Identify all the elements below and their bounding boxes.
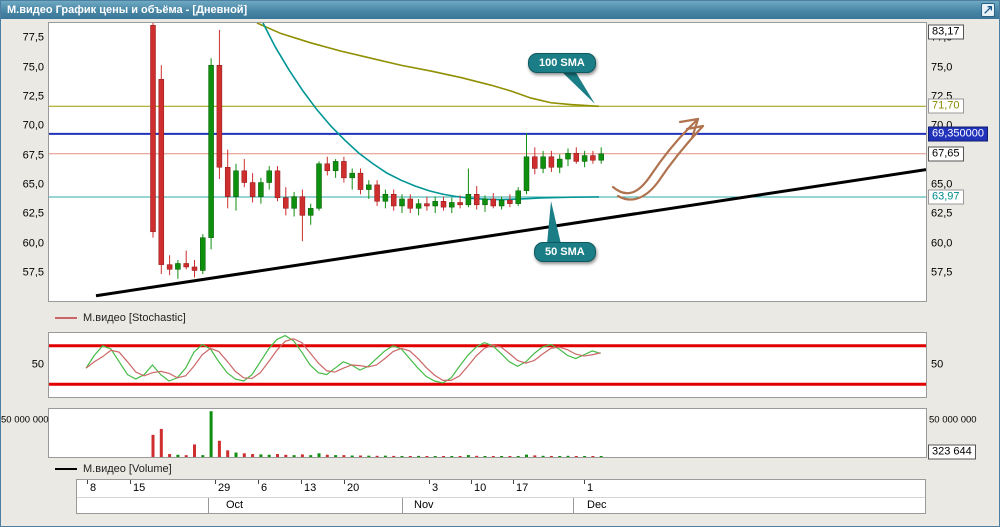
price-tick-right: 75,0 bbox=[931, 61, 953, 74]
volume-tick-left: 50 000 000 bbox=[1, 414, 49, 426]
month-label: Oct bbox=[226, 499, 244, 511]
price-tick-left: 65,0 bbox=[22, 178, 44, 191]
date-tick bbox=[215, 480, 216, 484]
chart-link-icon[interactable] bbox=[981, 3, 995, 17]
date-label: 17 bbox=[516, 482, 529, 494]
date-label: 6 bbox=[261, 482, 268, 494]
month-label: Dec bbox=[587, 499, 607, 511]
month-separator bbox=[208, 498, 209, 513]
date-label: 8 bbox=[90, 482, 97, 494]
price-tick-right: 77,5 bbox=[931, 31, 953, 44]
price-tick-left: 72,5 bbox=[22, 90, 44, 103]
price-box-label: 69,350000 bbox=[928, 126, 988, 142]
titlebar[interactable]: М.видео График цены и объёма - [Дневной] bbox=[1, 1, 999, 19]
price-tick-right: 72,5 bbox=[931, 90, 953, 103]
price-tick-right: 60,0 bbox=[931, 237, 953, 250]
price-tick-right: 62,5 bbox=[931, 207, 953, 220]
sma100-annotation[interactable]: 100 SMA bbox=[528, 53, 596, 73]
month-label: Nov bbox=[414, 499, 434, 511]
link-arrow-icon bbox=[984, 6, 992, 14]
date-axis[interactable]: 8 15 29 6 13 20 3 10 17 1 Oct Nov Dec bbox=[76, 479, 926, 514]
date-tick bbox=[87, 480, 88, 484]
price-chart-panel[interactable] bbox=[48, 22, 927, 302]
stochastic-tick-left: 50 bbox=[31, 358, 44, 371]
date-label: 1 bbox=[587, 482, 594, 494]
price-box-label: 71,70 bbox=[928, 98, 964, 114]
volume-legend-label: М.видео [Volume] bbox=[83, 463, 172, 475]
price-box-label: 83,17 bbox=[928, 24, 964, 40]
volume-panel[interactable] bbox=[48, 408, 927, 458]
date-tick bbox=[584, 480, 585, 484]
price-tick-left: 60,0 bbox=[22, 237, 44, 250]
date-label: 13 bbox=[304, 482, 317, 494]
date-label: 10 bbox=[474, 482, 487, 494]
month-separator bbox=[402, 498, 403, 513]
price-tick-right: 70,0 bbox=[931, 119, 953, 132]
price-box-label: 63,97 bbox=[928, 189, 964, 205]
date-tick bbox=[130, 480, 131, 484]
price-tick-left: 62,5 bbox=[22, 207, 44, 220]
date-label: 29 bbox=[218, 482, 231, 494]
price-tick-right: 65,0 bbox=[931, 178, 953, 191]
stochastic-tick-right: 50 bbox=[931, 358, 944, 371]
volume-value-box: 323 644 bbox=[928, 444, 976, 460]
volume-tick-right: 50 000 000 bbox=[929, 414, 977, 426]
window-title: М.видео График цены и объёма - [Дневной] bbox=[7, 4, 248, 16]
date-tick bbox=[258, 480, 259, 484]
date-label: 20 bbox=[347, 482, 360, 494]
stochastic-legend-label: М.видео [Stochastic] bbox=[83, 312, 186, 324]
stochastic-legend: М.видео [Stochastic] bbox=[55, 310, 186, 326]
price-tick-left: 67,5 bbox=[22, 149, 44, 162]
month-separator bbox=[573, 498, 574, 513]
stochastic-panel[interactable] bbox=[48, 332, 927, 398]
date-label: 15 bbox=[133, 482, 146, 494]
date-tick bbox=[301, 480, 302, 484]
price-tick-left: 75,0 bbox=[22, 61, 44, 74]
date-tick bbox=[471, 480, 472, 484]
price-tick-right: 57,5 bbox=[931, 266, 953, 279]
date-label: 3 bbox=[432, 482, 439, 494]
date-tick bbox=[429, 480, 430, 484]
volume-legend: М.видео [Volume] bbox=[55, 461, 172, 477]
price-tick-left: 70,0 bbox=[22, 119, 44, 132]
price-tick-left: 57,5 bbox=[22, 266, 44, 279]
stochastic-line-icon bbox=[55, 317, 77, 319]
volume-line-icon bbox=[55, 468, 77, 470]
date-tick bbox=[513, 480, 514, 484]
date-tick bbox=[344, 480, 345, 484]
sma50-annotation[interactable]: 50 SMA bbox=[534, 242, 596, 262]
price-box-label: 67,65 bbox=[928, 146, 964, 162]
price-tick-left: 77,5 bbox=[22, 31, 44, 44]
